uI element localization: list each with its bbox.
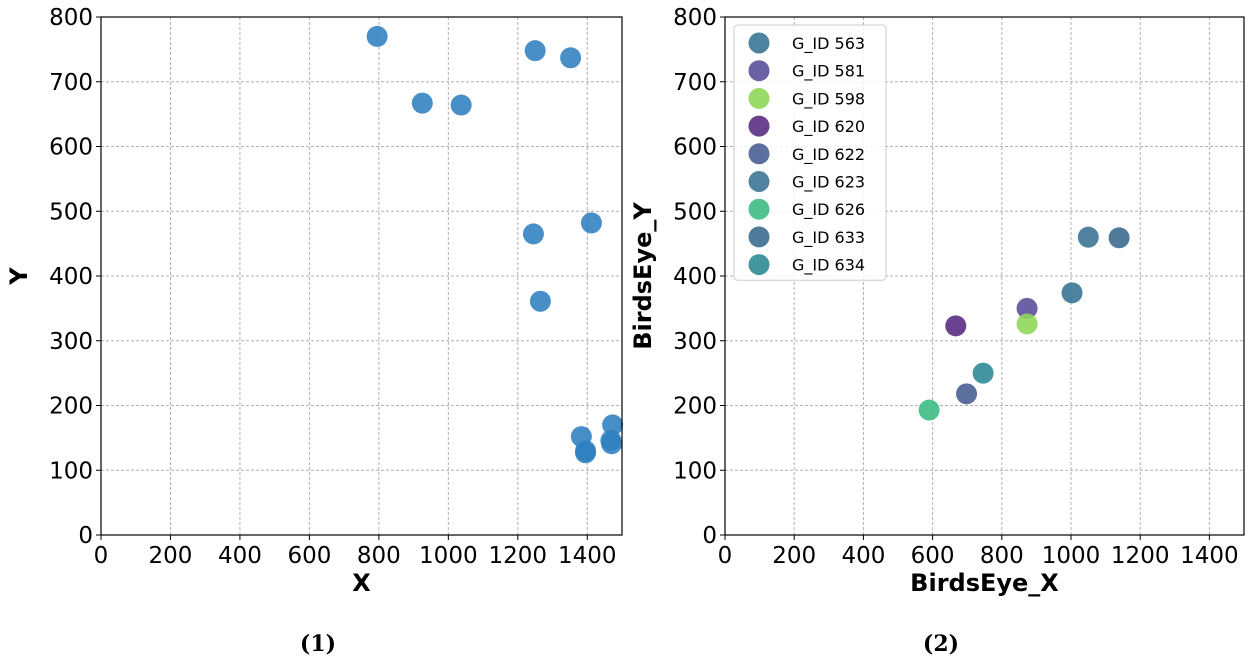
panel-1-data-point xyxy=(601,433,623,455)
panel-1-y-tick-label: 600 xyxy=(49,135,93,161)
legend-entry-label: G_ID 598 xyxy=(792,89,865,109)
legend-marker xyxy=(748,143,770,165)
panel-2-y-tick-label: 200 xyxy=(673,394,717,420)
panel-2-data-point xyxy=(1061,282,1083,304)
panel-1-data-point xyxy=(411,92,433,114)
panel-2-data-point xyxy=(918,399,940,421)
panel-1-grid xyxy=(101,17,622,535)
panel-2-y-tick-label: 300 xyxy=(673,329,717,355)
panel-2-x-tick-label: 800 xyxy=(980,543,1024,569)
panel-1-data-point xyxy=(450,94,472,116)
panel-1-y-tick-label: 500 xyxy=(49,199,93,225)
panel-1-data-point xyxy=(366,25,388,47)
panel-2-points xyxy=(918,226,1130,421)
panel-1-y-tick-label: 400 xyxy=(49,264,93,290)
panel-2-data-point xyxy=(956,383,978,405)
panel-1-x-tick-label: 1200 xyxy=(489,543,548,569)
panel-1-points xyxy=(366,25,624,464)
panel-1-x-tick-label: 800 xyxy=(357,543,401,569)
panel-2-data-point xyxy=(1108,227,1130,249)
panel-2-y-tick-label: 0 xyxy=(702,523,717,549)
panel-1-data-point xyxy=(529,290,551,312)
panel-2-legend: G_ID 563 G_ID 581 G_ID 598 G_ID 620 G_ID 622… xyxy=(733,24,887,281)
panel-1-ticks: 0 200 400 600 800 1000 1200 1400 0 100 200 300 400 50… xyxy=(49,5,616,569)
panel-1-data-point xyxy=(524,40,546,62)
panel-1-y-tick-label: 0 xyxy=(78,523,93,549)
panel-2-x-tick-label: 1200 xyxy=(1111,543,1170,569)
panel-2-y-axis-label: BirdsEye_Y xyxy=(629,202,657,350)
panel-2-x-tick-label: 1000 xyxy=(1042,543,1101,569)
panel-1-data-point xyxy=(522,223,544,245)
panel-2-data-point xyxy=(1077,226,1099,248)
legend-entry-label: G_ID 622 xyxy=(792,145,865,165)
panel-2-x-tick-label: 600 xyxy=(911,543,955,569)
panel-2-x-tick-label: 400 xyxy=(841,543,885,569)
panel-1-data-point xyxy=(602,414,624,436)
panel-1-x-tick-label: 600 xyxy=(287,543,331,569)
panel-1-data-point xyxy=(580,212,602,234)
panel-2-data-point xyxy=(1016,297,1038,319)
panel-2-x-axis-label: BirdsEye_X xyxy=(910,569,1059,597)
panel-1-x-tick-label: 0 xyxy=(94,543,109,569)
legend-marker xyxy=(748,60,770,82)
legend-entry-label: G_ID 634 xyxy=(792,256,865,276)
panel-2-x-tick-label: 1400 xyxy=(1180,543,1239,569)
legend-marker xyxy=(748,226,770,248)
legend-entry-label: G_ID 633 xyxy=(792,228,865,248)
panel-1-caption: (1) xyxy=(300,631,336,657)
legend-entry-label: G_ID 626 xyxy=(792,200,865,220)
panel-1-frame xyxy=(100,16,623,536)
panel-1-y-tick-label: 100 xyxy=(49,458,93,484)
panel-2-ticks: 0 200 400 600 800 1000 1200 1400 0 100 200 300 400 50… xyxy=(673,5,1239,569)
panel-2-data-point xyxy=(945,315,967,337)
panel-2-y-tick-label: 800 xyxy=(673,5,717,31)
panel-2-y-tick-label: 700 xyxy=(673,70,717,96)
panel-2-scatter: 0 200 400 600 800 1000 1200 1400 0 100 200 300 400 50… xyxy=(629,5,1245,657)
legend-marker xyxy=(748,198,770,220)
legend-marker xyxy=(748,254,770,276)
panel-2-data-point xyxy=(1016,313,1038,335)
panel-1-scatter: 0 200 400 600 800 1000 1200 1400 0 100 200 300 400 50… xyxy=(5,5,624,657)
panel-2-y-tick-label: 100 xyxy=(673,458,717,484)
panel-1-x-tick-label: 200 xyxy=(149,543,193,569)
panel-2-y-tick-label: 600 xyxy=(673,135,717,161)
panel-1-y-tick-label: 700 xyxy=(49,70,93,96)
panel-1-y-tick-label: 200 xyxy=(49,394,93,420)
panel-1-y-axis-label: Y xyxy=(5,267,33,286)
panel-2-frame xyxy=(724,16,1245,536)
legend-entry-label: G_ID 620 xyxy=(792,117,865,137)
panel-2-x-tick-label: 200 xyxy=(772,543,816,569)
legend-box xyxy=(733,24,887,281)
legend-entry-label: G_ID 623 xyxy=(792,173,865,193)
panel-1-x-tick-label: 1400 xyxy=(558,543,617,569)
legend-marker xyxy=(748,115,770,137)
panel-1-y-tick-label: 300 xyxy=(49,329,93,355)
panel-1-x-axis-label: X xyxy=(352,569,371,597)
panel-2-data-point xyxy=(972,362,994,384)
panel-1-x-tick-label: 400 xyxy=(218,543,262,569)
legend-marker xyxy=(748,32,770,54)
legend-entry-label: G_ID 581 xyxy=(792,62,865,82)
panel-1-data-point xyxy=(560,47,582,69)
legend-entry-label: G_ID 563 xyxy=(792,34,865,54)
legend-marker xyxy=(748,171,770,192)
panel-2-y-tick-label: 500 xyxy=(673,199,717,225)
panel-2-x-tick-label: 0 xyxy=(718,543,733,569)
panel-2-caption: (2) xyxy=(923,631,959,657)
panel-1-data-point xyxy=(575,442,597,464)
panel-2-y-tick-label: 400 xyxy=(673,264,717,290)
legend-marker xyxy=(748,87,770,109)
panel-1-y-tick-label: 800 xyxy=(49,5,93,31)
panel-1-x-tick-label: 1000 xyxy=(419,543,478,569)
